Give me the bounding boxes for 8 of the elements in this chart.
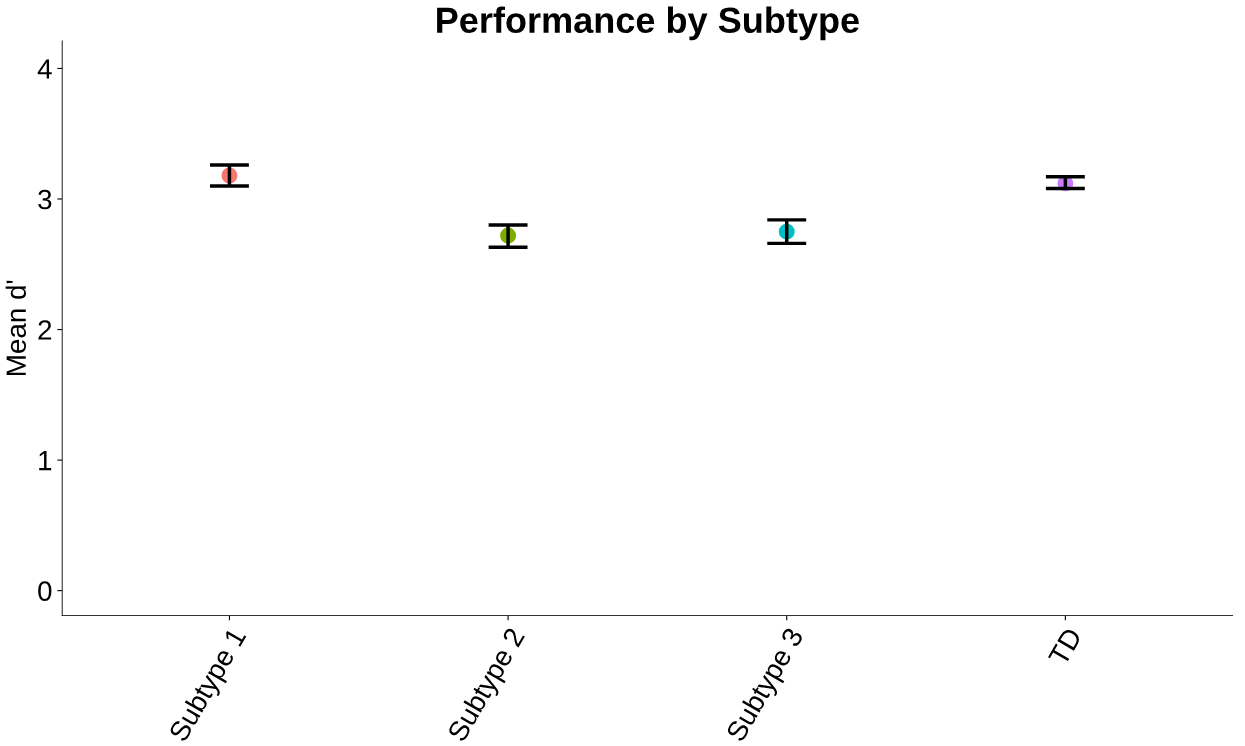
y-tick-label: 1	[39, 451, 52, 471]
y-tick-label: 3	[38, 189, 52, 210]
y-tick-label: 0	[38, 581, 52, 601]
y-tick-label: 2	[38, 320, 52, 340]
chart-title: Performance by Subtype	[437, 6, 859, 41]
y-tick-label: 4	[37, 59, 52, 79]
x-tick-label: TD	[1048, 626, 1083, 667]
y-axis-title: Mean d'	[5, 280, 27, 375]
